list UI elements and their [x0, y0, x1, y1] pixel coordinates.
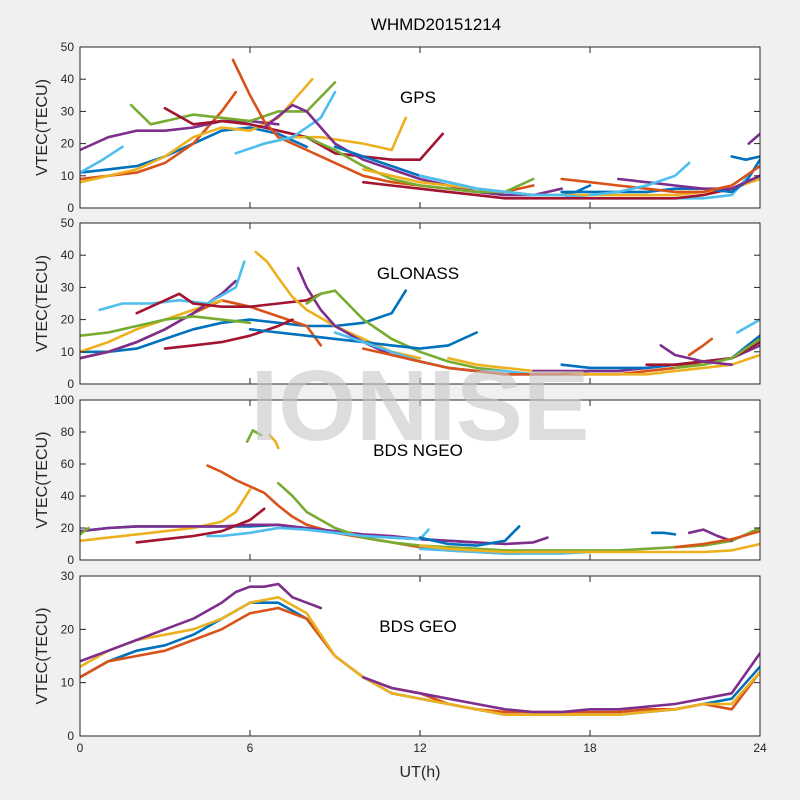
- gps-y-tick-label-20: 20: [61, 137, 75, 151]
- bds-ngeo-series-line-8: [135, 507, 266, 544]
- bds-ngeo-series-line-14: [687, 528, 733, 543]
- glonass-panel-label: GLONASS: [377, 264, 459, 283]
- bds-geo-panel-label: BDS GEO: [379, 617, 456, 636]
- glonass-series-line-5: [80, 315, 252, 337]
- bds-ngeo-series-line-6: [268, 433, 280, 450]
- gps-series-line-22: [730, 155, 760, 161]
- panel-bds-ngeo: 0 20 40 60 80 100 VTEC(TECU) BDS NGEO: [34, 393, 761, 567]
- gps-series-line-20: [588, 161, 691, 197]
- panel-glonass: 0 10 20 30 40 50 VTEC(TECU) GLONASS: [34, 216, 761, 391]
- bds-ngeo-y-tick-label-0: 0: [67, 553, 74, 567]
- gps-panel-label: GPS: [400, 88, 436, 107]
- bds-geo-y-tick-label-20: 20: [61, 622, 75, 636]
- gps-series-line-19: [560, 164, 760, 194]
- gps-y-tick-label-10: 10: [61, 169, 75, 183]
- bds-ngeo-series-line-5: [245, 429, 263, 443]
- gps-series-line-21: [747, 132, 760, 145]
- gps-y-tick-label-30: 30: [61, 104, 75, 118]
- gps-series-group: [80, 58, 760, 200]
- bds-ngeo-panel-label: BDS NGEO: [373, 441, 463, 460]
- glonass-y-tick-label-40: 40: [61, 248, 75, 262]
- gps-series-line-16: [362, 174, 760, 200]
- glonass-series-line-6: [98, 260, 246, 312]
- bds-ngeo-series-line-15: [673, 529, 760, 549]
- bds-ngeo-series-group: [80, 429, 760, 555]
- glonass-series-line-11: [163, 318, 294, 350]
- x-tick-label-12: 12: [413, 741, 427, 755]
- bds-ngeo-y-tick-label-80: 80: [61, 425, 75, 439]
- bds-ngeo-series-line-16: [80, 526, 90, 536]
- gps-y-axis-label: VTEC(TECU): [34, 79, 51, 176]
- x-tick-label-18: 18: [583, 741, 597, 755]
- glonass-y-tick-label-50: 50: [61, 216, 75, 230]
- bds-ngeo-y-tick-label-60: 60: [61, 457, 75, 471]
- glonass-y-axis-label: VTEC(TECU): [34, 255, 51, 352]
- gps-series-line-6: [80, 145, 124, 174]
- bds-ngeo-series-line-3: [80, 488, 252, 543]
- figure-title: WHMD20151214: [371, 15, 501, 34]
- gps-series-line-18: [617, 174, 760, 190]
- gps-y-tick-label-0: 0: [67, 201, 74, 215]
- glonass-y-tick-label-10: 10: [61, 345, 75, 359]
- bds-ngeo-y-tick-label-40: 40: [61, 489, 75, 503]
- gps-y-tick-label-40: 40: [61, 72, 75, 86]
- bds-geo-y-tick-label-0: 0: [67, 729, 74, 743]
- watermark-text: IONISE: [251, 350, 590, 462]
- bds-ngeo-series-line-10: [418, 525, 521, 547]
- panel-bds-geo: 0 6 12 18 24 0 10 20 30 VTEC(TECU) BDS GEO: [34, 569, 767, 755]
- glonass-series-line-15: [447, 353, 760, 376]
- glonass-series-line-3: [80, 299, 223, 354]
- x-axis-label: UT(h): [400, 764, 441, 781]
- x-tick-label-24: 24: [753, 741, 767, 755]
- glonass-series-line-1: [80, 289, 408, 354]
- glonass-series-line-14: [362, 347, 705, 376]
- glonass-series-line-22: [687, 337, 714, 357]
- glonass-series-line-4: [80, 279, 238, 360]
- glonass-series-line-10: [305, 289, 507, 373]
- glonass-series-line-21: [659, 344, 733, 366]
- bds-ngeo-series-line-4: [80, 523, 549, 546]
- bds-geo-y-tick-label-10: 10: [61, 676, 75, 690]
- bds-geo-y-tick-label-30: 30: [61, 569, 75, 583]
- bds-ngeo-y-axis-label: VTEC(TECU): [34, 432, 51, 529]
- glonass-y-tick-label-20: 20: [61, 313, 75, 327]
- bds-ngeo-series-line-13: [651, 531, 677, 536]
- bds-geo-series-line-4: [80, 582, 323, 663]
- bds-ngeo-series-line-12: [418, 542, 760, 554]
- bds-ngeo-series-line-11: [418, 547, 592, 555]
- bds-ngeo-y-tick-label-100: 100: [54, 393, 74, 407]
- gps-series-line-5: [129, 81, 337, 126]
- x-tick-label-6: 6: [247, 741, 254, 755]
- panels: 0 10 20 30 40 50 VTEC(TECU) GPS 0 10 20 30 40 50 VTEC(…: [34, 40, 767, 755]
- glonass-series-line-20: [736, 318, 760, 334]
- x-tick-label-0: 0: [77, 741, 84, 755]
- bds-ngeo-plot-area: [80, 400, 760, 560]
- gps-series-line-10: [234, 90, 337, 155]
- glonass-y-tick-label-0: 0: [67, 377, 74, 391]
- glonass-y-tick-label-30: 30: [61, 280, 75, 294]
- glonass-series-group: [80, 250, 760, 376]
- bds-geo-y-axis-label: VTEC(TECU): [34, 608, 51, 705]
- bds-ngeo-y-tick-label-20: 20: [61, 521, 75, 535]
- bds-geo-series-line-3: [80, 596, 760, 716]
- gps-series-line-11: [262, 103, 563, 197]
- bds-ngeo-series-line-9: [206, 526, 430, 541]
- bds-geo-series-group: [80, 582, 760, 716]
- panel-gps: 0 10 20 30 40 50 VTEC(TECU) GPS: [34, 40, 761, 215]
- gps-y-tick-label-50: 50: [61, 40, 75, 54]
- glonass-series-line-19: [673, 337, 760, 370]
- bds-geo-series-line-5: [362, 652, 760, 714]
